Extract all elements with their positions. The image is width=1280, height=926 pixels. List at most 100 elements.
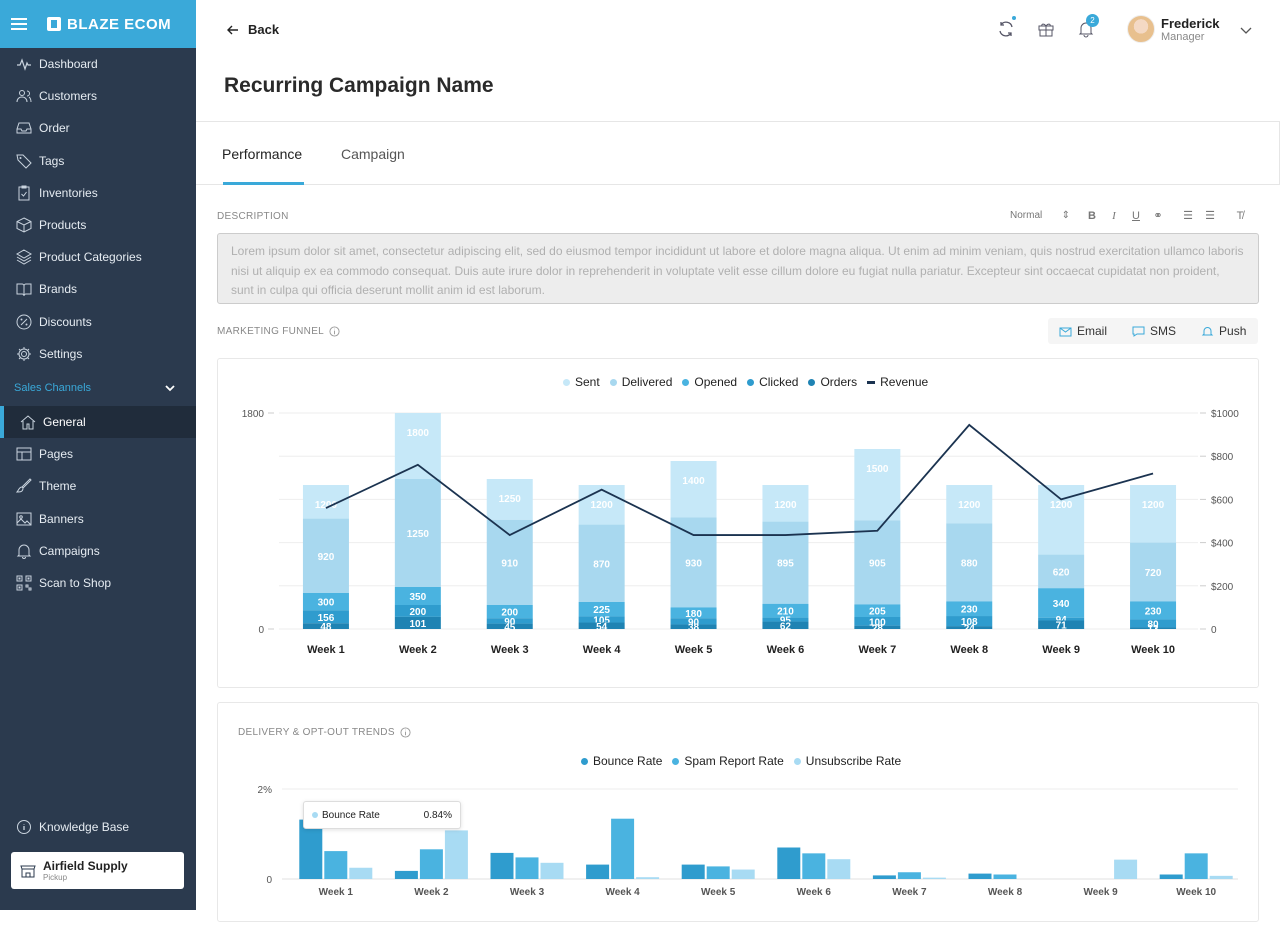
knowledge-base-link[interactable]: Knowledge Base: [16, 819, 129, 835]
data-label: 1250: [499, 494, 522, 505]
tab-campaign[interactable]: Campaign: [341, 146, 405, 162]
tab-performance[interactable]: Performance: [222, 146, 303, 162]
data-label: 105: [593, 615, 610, 626]
legend-label: Revenue: [880, 375, 929, 389]
channel-sms[interactable]: SMS: [1132, 324, 1176, 338]
bar-orders: [1130, 627, 1177, 629]
sidebar-item-settings[interactable]: Settings: [0, 338, 196, 370]
hamburger-menu-icon[interactable]: [11, 18, 27, 30]
chart-tooltip: Bounce Rate 0.84%: [303, 801, 461, 829]
data-label: 910: [501, 558, 518, 569]
channel-email[interactable]: Email: [1059, 324, 1107, 338]
sidebar-item-theme[interactable]: Theme: [0, 470, 196, 502]
x-tick-label: Week 7: [858, 644, 896, 656]
bar-orders: [302, 623, 349, 629]
bar-sent: [486, 479, 533, 520]
percent-icon: [16, 314, 32, 330]
sidebar-item-tags[interactable]: Tags: [0, 145, 196, 177]
bar-opened: [946, 601, 993, 617]
brand-logo[interactable]: BLAZE ECOM: [47, 16, 171, 33]
inbox-icon: [16, 122, 32, 134]
sidebar-item-inventories[interactable]: Inventories: [0, 177, 196, 209]
bar-unsubscribe-rate: [540, 862, 564, 879]
bar-bounce-rate: [968, 873, 992, 879]
sidebar-item-pages[interactable]: Pages: [0, 438, 196, 470]
bar-delivered: [854, 520, 901, 605]
legend-item-unsubscribe-rate[interactable]: Unsubscribe Rate: [793, 754, 901, 768]
data-label: 71: [1056, 621, 1068, 632]
marketing-funnel-heading: MARKETING FUNNEL: [217, 326, 340, 337]
format-select[interactable]: Normal ⇕: [1010, 210, 1070, 221]
sidebar-item-label: Customers: [39, 89, 98, 104]
bar-delivered: [578, 524, 625, 602]
user-name: Frederick: [1161, 15, 1220, 31]
data-label: 895: [777, 559, 794, 570]
info-icon[interactable]: [329, 326, 340, 337]
italic-icon[interactable]: I: [1112, 209, 1116, 222]
channel-push[interactable]: Push: [1201, 324, 1246, 338]
bar-unsubscribe-rate: [444, 830, 468, 879]
data-label: 1200: [1142, 500, 1165, 511]
data-label: 54: [596, 622, 608, 633]
main-content: Back 2 Frederick Manager Recurring Campa…: [196, 0, 1280, 922]
legend-label: Orders: [820, 375, 858, 389]
legend-item-orders[interactable]: Orders: [808, 375, 857, 389]
legend-item-spam-report-rate[interactable]: Spam Report Rate: [672, 754, 784, 768]
sync-button[interactable]: [996, 16, 1016, 39]
data-label: 95: [780, 616, 792, 627]
sidebar-item-dashboard[interactable]: Dashboard: [0, 48, 196, 80]
sidebar-item-brands[interactable]: Brands: [0, 273, 196, 305]
sales-channels-toggle[interactable]: Sales Channels: [0, 370, 196, 406]
sidebar-item-campaigns[interactable]: Campaigns: [0, 535, 196, 567]
underline-icon[interactable]: U: [1132, 209, 1140, 222]
sidebar-item-label: Dashboard: [39, 57, 98, 72]
data-label: 28: [872, 623, 884, 634]
legend-item-opened[interactable]: Opened: [682, 375, 737, 389]
legend-item-sent[interactable]: Sent: [563, 375, 600, 389]
sidebar-item-scan-to-shop[interactable]: Scan to Shop: [0, 567, 196, 599]
data-label: 1200: [591, 500, 614, 511]
x-tick-label: Week 4: [605, 887, 640, 898]
info-icon[interactable]: [400, 727, 411, 738]
revenue-line: [325, 423, 1154, 537]
gift-button[interactable]: [1036, 19, 1056, 39]
legend-swatch: [808, 378, 816, 386]
legend-item-clicked[interactable]: Clicked: [747, 375, 798, 389]
back-button[interactable]: Back: [226, 22, 279, 37]
bar-opened: [854, 604, 901, 617]
data-label: 24: [964, 624, 976, 635]
data-label: 38: [688, 623, 700, 634]
ordered-list-icon[interactable]: ☰: [1183, 210, 1193, 222]
x-tick-label: Week 5: [675, 644, 713, 656]
sidebar-item-product-categories[interactable]: Product Categories: [0, 241, 196, 273]
users-icon: [16, 90, 32, 103]
sidebar-item-customers[interactable]: Customers: [0, 80, 196, 112]
sidebar-item-order[interactable]: Order: [0, 112, 196, 144]
sidebar-item-products[interactable]: Products: [0, 209, 196, 241]
box-icon: [16, 217, 32, 233]
sidebar-item-general[interactable]: General: [0, 405, 196, 439]
bullet-list-icon[interactable]: ☰: [1205, 210, 1215, 222]
user-menu[interactable]: Frederick Manager: [1127, 15, 1220, 43]
store-selector[interactable]: Airfield Supply Pickup: [11, 852, 184, 889]
sidebar-item-discounts[interactable]: Discounts: [0, 306, 196, 338]
bar-opened: [1038, 588, 1085, 618]
description-textarea[interactable]: Lorem ipsum dolor sit amet, consectetur …: [217, 233, 1259, 304]
notifications-button[interactable]: 2: [1076, 14, 1099, 39]
bar-opened: [302, 593, 349, 611]
legend-item-delivered[interactable]: Delivered: [609, 375, 672, 389]
delivery-trends-label: DELIVERY & OPT-OUT TRENDS: [238, 727, 395, 738]
legend-swatch: [682, 378, 690, 386]
sidebar-item-banners[interactable]: Banners: [0, 502, 196, 534]
bold-icon[interactable]: B: [1088, 209, 1096, 222]
user-menu-chevron-icon[interactable]: [1239, 23, 1253, 37]
legend-item-bounce-rate[interactable]: Bounce Rate: [581, 754, 662, 768]
bar-delivered: [302, 518, 349, 593]
bar-orders: [670, 624, 717, 629]
link-icon[interactable]: ⚭: [1153, 210, 1163, 222]
clear-format-icon[interactable]: T̸: [1236, 209, 1244, 222]
data-label: 200: [501, 608, 518, 619]
legend-item-revenue[interactable]: Revenue: [867, 375, 928, 389]
sidebar-item-label: Tags: [39, 153, 65, 168]
bar-opened: [670, 607, 717, 619]
